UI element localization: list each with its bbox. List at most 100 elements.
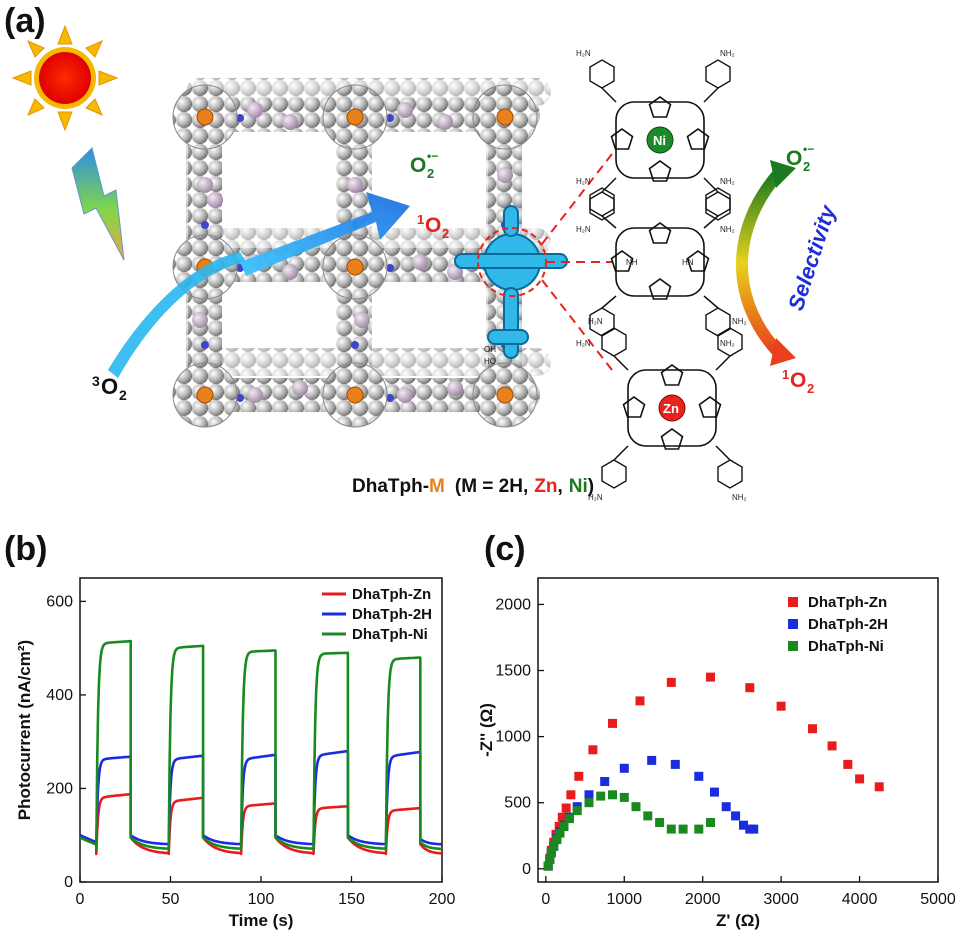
data-point-dhatph-zn	[706, 672, 715, 682]
legend-label: DhaTph-Zn	[352, 586, 431, 603]
y-tick-label: 0	[64, 874, 73, 891]
data-point-dhatph-zn	[843, 759, 853, 769]
y-tick-label: 400	[46, 687, 73, 704]
series-line-dhatph-zn	[79, 792, 443, 856]
svg-text:NH₂: NH₂	[732, 493, 747, 502]
data-point-dhatph-ni	[549, 841, 559, 851]
series-line-dhatph-2h	[79, 749, 443, 846]
data-point-dhatph-ni	[572, 806, 582, 816]
legend-swatch	[788, 641, 798, 651]
svg-text:2: 2	[119, 387, 127, 403]
data-point-dhatph-ni	[546, 848, 556, 858]
photocurrent-chart: 0 50 100 150 200 0 200 400 600 Time (s) Photocurre…	[15, 577, 456, 930]
svg-text:1: 1	[417, 212, 424, 227]
ni-metal-label: Ni	[653, 133, 666, 148]
x-tick-label: 100	[248, 891, 275, 908]
x-tick-label: 150	[338, 891, 365, 908]
label-oh: OH	[484, 345, 496, 354]
data-point-dhatph-zn	[855, 774, 865, 784]
data-point-dhatph-ni	[596, 791, 606, 801]
data-point-dhatph-zn	[561, 803, 571, 813]
data-point-dhatph-zn	[635, 696, 645, 706]
x-axis-title: Z' (Ω)	[716, 911, 760, 930]
data-point-dhatph-ni	[545, 855, 555, 864]
svg-text:3: 3	[92, 373, 100, 389]
x-tick-label: 1000	[606, 891, 642, 908]
data-point-dhatph-ni	[559, 822, 569, 831]
data-point-dhatph-2h	[647, 755, 657, 765]
data-point-dhatph-2h	[710, 787, 719, 797]
porphyrin-ni-structure: Ni H₂N NH₂ H₂N NH₂	[576, 49, 735, 234]
svg-text:NH₂: NH₂	[720, 339, 735, 348]
superoxide-label-b: O 2 •−	[786, 142, 814, 174]
data-point-dhatph-2h	[731, 811, 741, 821]
plot-frame	[537, 577, 939, 883]
data-point-dhatph-ni	[619, 792, 629, 802]
data-point-dhatph-ni	[584, 798, 594, 808]
nh-label: NH	[626, 258, 638, 267]
data-point-dhatph-zn	[608, 718, 617, 728]
x-tick-label: 200	[429, 891, 456, 908]
structure-caption: DhaTph-M (M = 2H, Zn, Ni)	[352, 476, 594, 497]
data-point-dhatph-ni	[643, 811, 653, 821]
svg-text:2: 2	[807, 381, 814, 396]
svg-text:O: O	[410, 154, 426, 177]
x-tick-label: 3000	[763, 891, 799, 908]
svg-text:NH₂: NH₂	[720, 177, 735, 186]
data-point-dhatph-ni	[555, 828, 565, 838]
singlet-oxygen-label-a: 1 O 2	[417, 212, 449, 241]
data-point-dhatph-2h	[584, 790, 594, 800]
data-point-dhatph-ni	[678, 824, 688, 834]
data-point-dhatph-2h	[600, 777, 610, 786]
selectivity-label: Selectivity	[783, 201, 841, 314]
y-tick-label: 200	[46, 780, 73, 797]
incoming-arrow	[108, 252, 246, 378]
data-point-dhatph-zn	[874, 782, 884, 792]
svg-text:H₂N: H₂N	[576, 49, 591, 58]
data-point-dhatph-zn	[776, 701, 786, 711]
svg-text:•−: •−	[803, 142, 814, 156]
legend-label: DhaTph-2H	[808, 616, 888, 633]
data-point-dhatph-2h	[749, 824, 759, 834]
connector-lines	[541, 153, 613, 371]
data-point-dhatph-ni	[564, 814, 574, 824]
svg-text:2: 2	[803, 159, 810, 174]
y-tick-label: 600	[46, 593, 73, 610]
y-tick-label: 0	[522, 861, 531, 878]
data-point-dhatph-ni	[706, 818, 715, 827]
data-point-dhatph-zn	[666, 677, 676, 687]
data-point-dhatph-ni	[543, 861, 553, 871]
svg-text:NH₂: NH₂	[732, 317, 747, 326]
legend-label: DhaTph-2H	[352, 606, 432, 623]
svg-text:O: O	[101, 374, 118, 399]
triplet-oxygen-label: 3 O 2	[92, 373, 127, 403]
legend-label: DhaTph-Zn	[808, 594, 887, 611]
data-point-dhatph-ni	[552, 835, 562, 845]
porphyrin-zn-structure: Zn H₂N NH₂ H₂N NH₂	[588, 317, 747, 502]
svg-text:1: 1	[782, 367, 789, 382]
x-tick-label: 4000	[842, 891, 878, 908]
svg-text:O: O	[790, 369, 806, 392]
svg-text:O: O	[425, 214, 441, 237]
data-point-dhatph-ni	[694, 824, 704, 834]
superoxide-label-a: O 2 •−	[410, 149, 438, 181]
svg-text:O: O	[786, 147, 802, 170]
data-point-dhatph-2h	[619, 763, 629, 773]
zn-metal-label: Zn	[663, 401, 679, 416]
selectivity-arrow	[736, 160, 796, 366]
svg-text:NH₂: NH₂	[720, 49, 735, 58]
x-tick-label: 50	[162, 891, 180, 908]
svg-text:H₂N: H₂N	[576, 339, 591, 348]
x-tick-label: 5000	[920, 891, 956, 908]
x-axis-title: Time (s)	[229, 911, 294, 930]
sun-icon	[11, 24, 119, 132]
panel-b-label: (b)	[4, 530, 47, 568]
data-point-dhatph-zn	[574, 771, 584, 781]
panel-c-label: (c)	[484, 530, 526, 568]
cof-framework: OH HO	[172, 78, 568, 428]
legend-label: DhaTph-Ni	[808, 638, 884, 655]
y-tick-label: 2000	[495, 596, 531, 613]
svg-text:2: 2	[427, 166, 434, 181]
reaction-arrow	[240, 192, 410, 276]
series-line-dhatph-ni	[79, 639, 443, 851]
